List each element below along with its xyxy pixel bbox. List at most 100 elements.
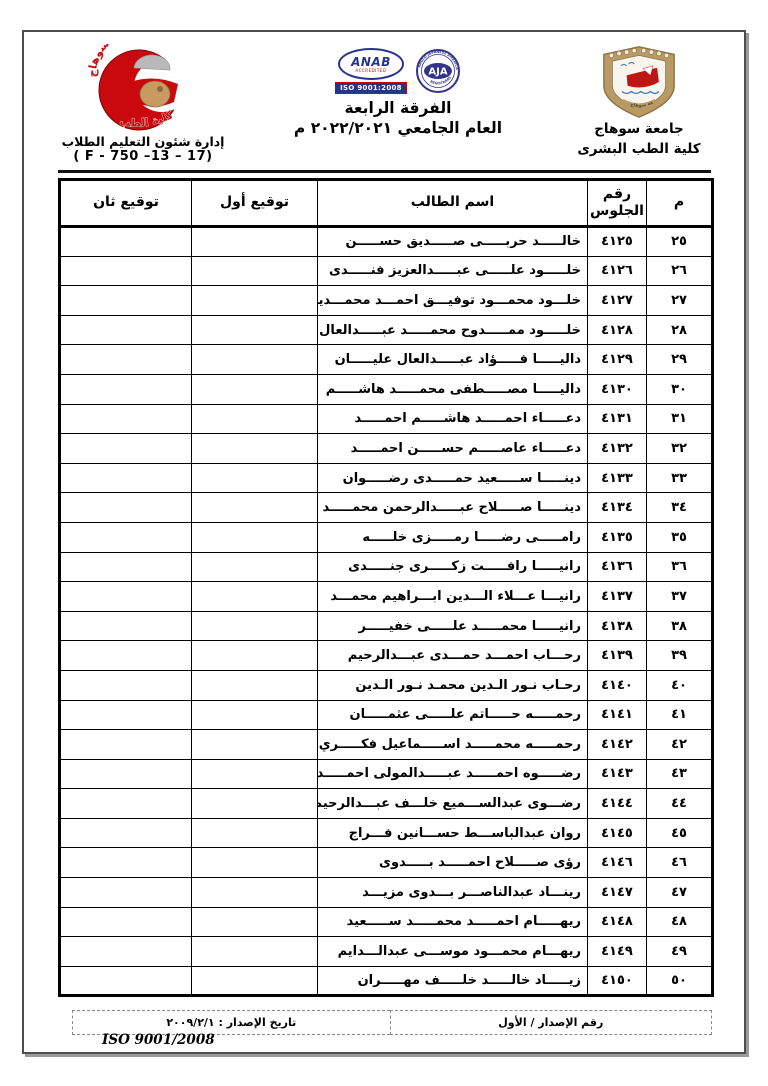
table-row: ٢٩ ٤١٢٩ داليـــــا فـــــؤاد عبـــــدالع… bbox=[59, 344, 713, 375]
table-row: ٣٩ ٤١٣٩ رحـــاب احمـــد حمـــدى عبـــدال… bbox=[59, 640, 713, 671]
row-index-cell: ٥٠ bbox=[646, 965, 713, 997]
student-name-cell: رحمـــــه محمـــــد اســـــماعيل فكـــــ… bbox=[317, 729, 588, 760]
table-row: ٣١ ٤١٣١ دعـــــاء احمـــــد هاشـــــم اح… bbox=[59, 403, 713, 435]
header-left-block: جامعة سوهاج كلية الطب إدارة شئون التعليم… bbox=[34, 44, 252, 170]
student-name-cell: دينـــــا ســـــعيد حمـــــدى رضـــــوان bbox=[317, 462, 588, 494]
student-name-cell: دعـــــاء احمـــــد هاشـــــم احمـــــد bbox=[317, 403, 588, 435]
col-header-index: م bbox=[646, 179, 713, 228]
certification-logos: ANAB ACCREDITED ISO 9001:2008 bbox=[335, 48, 461, 94]
first-signature-cell bbox=[191, 906, 318, 938]
seat-number-cell: ٤١٢٦ bbox=[587, 255, 647, 287]
row-index-cell: ٣٩ bbox=[646, 640, 713, 671]
first-signature-cell bbox=[191, 788, 318, 819]
second-signature-cell bbox=[59, 936, 192, 967]
second-signature-cell bbox=[59, 373, 192, 405]
seat-number-cell: ٤١٢٨ bbox=[587, 314, 647, 346]
seat-number-cell: ٤١٤٤ bbox=[587, 788, 647, 819]
aja-logo-icon: ANGLO JAPANESE AMERICAN REGISTRARS AJA bbox=[415, 48, 460, 93]
first-signature-cell bbox=[191, 699, 318, 731]
row-index-cell: ٢٧ bbox=[646, 285, 713, 316]
first-signature-cell bbox=[191, 462, 318, 494]
table-row: ٣٤ ٤١٣٤ دينـــــا صـــــلاح عبـــــدالرح… bbox=[59, 492, 713, 523]
first-signature-cell bbox=[191, 492, 318, 523]
table-row: ٤٠ ٤١٤٠ رحـاب نـور الـدين محمـد نـور الـ… bbox=[59, 669, 713, 701]
table-row: ٤٣ ٤١٤٣ رضـــــوه احمـــــد عبـــــدالمو… bbox=[59, 758, 713, 790]
second-signature-cell bbox=[59, 285, 192, 316]
student-name-cell: رانيـــــا محمـــــد علـــــى خفيـــــر bbox=[317, 610, 588, 642]
seat-number-cell: ٤١٤٠ bbox=[587, 669, 647, 701]
seat-number-cell: ٤١٤٨ bbox=[587, 906, 647, 938]
student-name-cell: خالـــــد حربـــــى صـــــديق حســـــن bbox=[317, 226, 588, 257]
seat-number-cell: ٤١٣٦ bbox=[587, 551, 647, 583]
faculty-crescent-logo-icon: جامعة سوهاج كلية الطب bbox=[85, 44, 190, 131]
row-index-cell: ٢٩ bbox=[646, 344, 713, 375]
student-name-cell: رينـــاد عبدالناصـــر بـــدوى مزيـــد bbox=[317, 877, 588, 908]
row-index-cell: ٤٤ bbox=[646, 788, 713, 819]
student-name-cell: رامـــــى رضـــــا رمـــــزى خلـــــه bbox=[317, 521, 588, 553]
first-signature-cell bbox=[191, 373, 318, 405]
student-name-cell: ريهـــام محمـــود موســـى عبدالـــدايم bbox=[317, 936, 588, 967]
second-signature-cell bbox=[59, 226, 192, 257]
seat-number-cell: ٤١٣٨ bbox=[587, 610, 647, 642]
table-row: ٤٨ ٤١٤٨ ريهـــــام احمـــــد محمـــــد س… bbox=[59, 906, 713, 938]
seat-number-cell: ٤١٢٧ bbox=[587, 285, 647, 316]
row-index-cell: ٢٨ bbox=[646, 314, 713, 346]
second-signature-cell bbox=[59, 255, 192, 287]
seat-number-cell: ٤١٢٩ bbox=[587, 344, 647, 375]
second-signature-cell bbox=[59, 788, 192, 819]
table-row: ٣٧ ٤١٣٧ رانيـــا عـــلاء الـــدين ابـــر… bbox=[59, 581, 713, 612]
page-border-frame: جامعة سوهاج كلية الطب إدارة شئون التعليم… bbox=[22, 30, 746, 1054]
second-signature-cell bbox=[59, 551, 192, 583]
row-index-cell: ٤٥ bbox=[646, 817, 713, 849]
col-header-seat-number: رقم الجلوس bbox=[587, 179, 647, 228]
second-signature-cell bbox=[59, 403, 192, 435]
first-signature-cell bbox=[191, 226, 318, 257]
seat-number-cell: ٤١٣٢ bbox=[587, 433, 647, 464]
student-name-cell: رحـــاب احمـــد حمـــدى عبـــدالرحيم bbox=[317, 640, 588, 671]
student-name-cell: رضـــوى عبدالســـميع خلـــف عبـــدالرحيم bbox=[317, 788, 588, 819]
second-signature-cell bbox=[59, 758, 192, 790]
row-index-cell: ٤٧ bbox=[646, 877, 713, 908]
row-index-cell: ٣٢ bbox=[646, 433, 713, 464]
anab-name: ANAB bbox=[351, 54, 391, 69]
seat-number-cell: ٤١٤٥ bbox=[587, 817, 647, 849]
first-signature-cell bbox=[191, 255, 318, 287]
second-signature-cell bbox=[59, 729, 192, 760]
student-name-cell: رؤى صـــــلاح احمـــــد بـــــدوى bbox=[317, 847, 588, 879]
row-index-cell: ٣٠ bbox=[646, 373, 713, 405]
first-signature-cell bbox=[191, 640, 318, 671]
table-row: ٣٢ ٤١٣٢ دعـــــاء عاصـــــم حســـــن احم… bbox=[59, 433, 713, 464]
student-name-cell: داليـــــا فـــــؤاد عبـــــدالعال عليــ… bbox=[317, 344, 588, 375]
second-signature-cell bbox=[59, 314, 192, 346]
row-index-cell: ٤١ bbox=[646, 699, 713, 731]
row-index-cell: ٢٦ bbox=[646, 255, 713, 287]
second-signature-cell bbox=[59, 817, 192, 849]
first-signature-cell bbox=[191, 729, 318, 760]
first-signature-cell bbox=[191, 344, 318, 375]
student-name-cell: خلـــــود ممـــــدوح محمـــــد عبـــــدا… bbox=[317, 314, 588, 346]
first-signature-cell bbox=[191, 758, 318, 790]
second-signature-cell bbox=[59, 610, 192, 642]
row-index-cell: ٣٣ bbox=[646, 462, 713, 494]
student-name-cell: رانيـــا عـــلاء الـــدين ابـــراهيم محم… bbox=[317, 581, 588, 612]
seat-number-cell: ٤١٣٤ bbox=[587, 492, 647, 523]
first-signature-cell bbox=[191, 877, 318, 908]
seat-number-cell: ٤١٢٥ bbox=[587, 226, 647, 257]
col-header-first-signature: توقيع أول bbox=[191, 179, 318, 228]
row-index-cell: ٤٢ bbox=[646, 729, 713, 760]
university-name: جامعة سوهاج bbox=[594, 121, 684, 137]
first-signature-cell bbox=[191, 817, 318, 849]
first-signature-cell bbox=[191, 403, 318, 435]
seat-number-cell: ٤١٣١ bbox=[587, 403, 647, 435]
table-row: ٢٧ ٤١٢٧ خلـــود محمـــود توفيـــق احمـــ… bbox=[59, 285, 713, 316]
row-index-cell: ٣٨ bbox=[646, 610, 713, 642]
table-row: ٣٣ ٤١٣٣ دينـــــا ســـــعيد حمـــــدى رض… bbox=[59, 462, 713, 494]
first-signature-cell bbox=[191, 847, 318, 879]
row-index-cell: ٣١ bbox=[646, 403, 713, 435]
first-signature-cell bbox=[191, 314, 318, 346]
row-index-cell: ٤٠ bbox=[646, 669, 713, 701]
student-name-cell: رحـاب نـور الـدين محمـد نـور الـدين bbox=[317, 669, 588, 701]
issue-number-cell: رقم الإصدار / الأول bbox=[389, 1010, 713, 1035]
table-row: ٣٠ ٤١٣٠ داليـــــا مصـــــطفى محمـــــد … bbox=[59, 373, 713, 405]
anab-oval: ANAB ACCREDITED bbox=[337, 48, 404, 80]
